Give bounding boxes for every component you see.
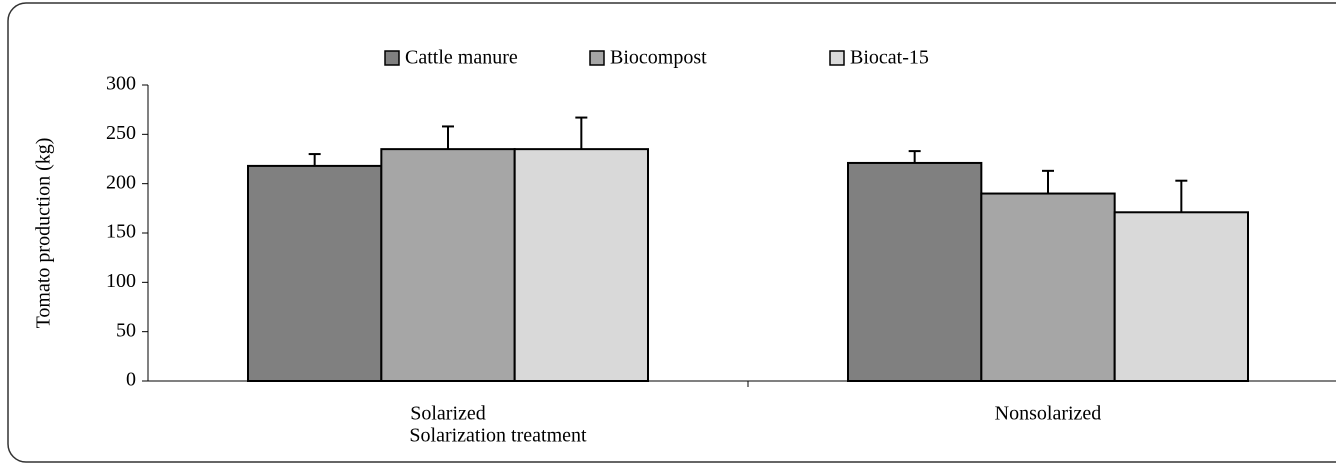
y-tick-label: 0 [126,369,136,391]
bar [513,148,650,382]
legend-swatch [829,50,845,66]
x-axis-title: Solarization treatment [409,425,587,447]
y-tick-label: 50 [116,319,136,341]
legend-swatch [589,50,605,66]
y-tick-label: 150 [106,221,136,243]
legend-label: Cattle manure [405,47,518,69]
legend-label: Biocompost [610,47,707,69]
y-axis-title: Tomato production (kg) [33,138,55,329]
x-tick-label: Solarized [410,403,486,425]
x-tick-label: Nonsolarized [995,403,1102,425]
bar [980,192,1116,382]
bar [1113,211,1249,382]
bar [847,161,983,382]
legend-swatch [384,50,400,66]
y-tick-label: 300 [106,73,136,95]
bar [380,148,516,382]
bar [247,164,383,382]
legend-label: Biocat-15 [850,47,929,69]
y-tick-label: 250 [106,122,136,144]
y-tick-label: 100 [106,270,136,292]
y-tick-label: 200 [106,171,136,193]
